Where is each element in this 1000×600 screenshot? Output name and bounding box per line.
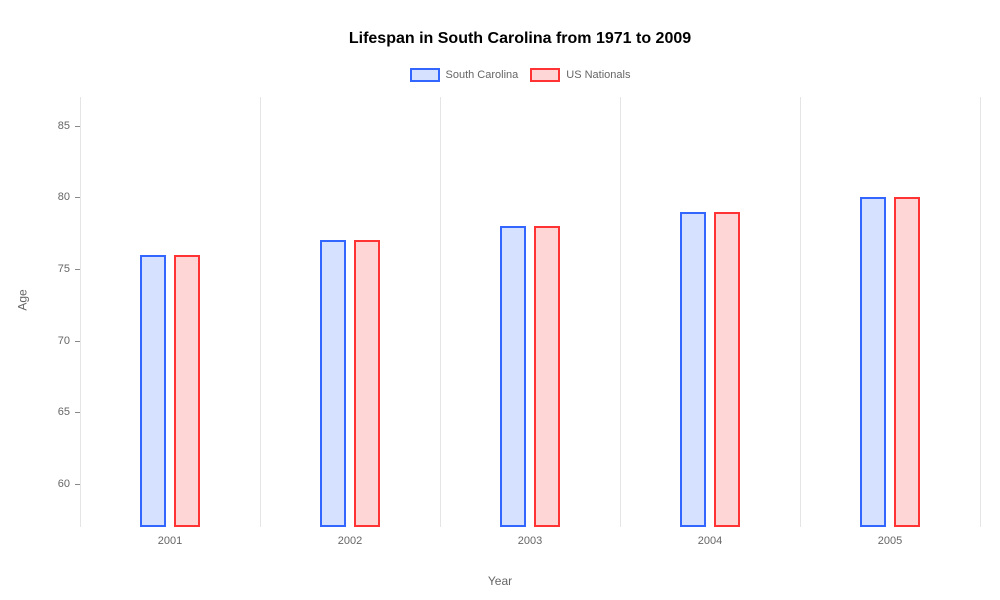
bar[interactable] xyxy=(354,240,380,527)
bar[interactable] xyxy=(320,240,346,527)
bar[interactable] xyxy=(534,226,560,527)
grid-line-vertical xyxy=(260,97,261,527)
y-tick-label: 70 xyxy=(40,335,70,347)
x-tick-label: 2004 xyxy=(698,535,722,547)
y-tick-mark xyxy=(75,197,80,198)
y-tick-label: 65 xyxy=(40,406,70,418)
y-tick-label: 60 xyxy=(40,478,70,490)
bar[interactable] xyxy=(714,212,740,527)
chart-title: Lifespan in South Carolina from 1971 to … xyxy=(60,30,980,48)
bar[interactable] xyxy=(680,212,706,527)
legend-swatch-0 xyxy=(410,68,440,82)
y-tick-mark xyxy=(75,412,80,413)
grid-line-vertical xyxy=(620,97,621,527)
legend-item-0[interactable]: South Carolina xyxy=(410,68,519,82)
bar[interactable] xyxy=(140,255,166,527)
legend-swatch-1 xyxy=(530,68,560,82)
legend: South Carolina US Nationals xyxy=(60,68,980,82)
chart-container: Lifespan in South Carolina from 1971 to … xyxy=(0,0,1000,600)
legend-label-1: US Nationals xyxy=(566,69,630,81)
y-axis-label: Age xyxy=(16,289,30,310)
y-tick-label: 85 xyxy=(40,120,70,132)
x-tick-label: 2002 xyxy=(338,535,362,547)
bar[interactable] xyxy=(860,197,886,527)
bar[interactable] xyxy=(174,255,200,527)
x-tick-label: 2005 xyxy=(878,535,902,547)
grid-line-vertical xyxy=(80,97,81,527)
legend-item-1[interactable]: US Nationals xyxy=(530,68,630,82)
y-tick-mark xyxy=(75,269,80,270)
x-tick-label: 2003 xyxy=(518,535,542,547)
grid-line-vertical xyxy=(980,97,981,527)
bar[interactable] xyxy=(500,226,526,527)
x-tick-label: 2001 xyxy=(158,535,182,547)
grid-line-vertical xyxy=(800,97,801,527)
y-tick-mark xyxy=(75,126,80,127)
y-tick-label: 75 xyxy=(40,263,70,275)
x-axis-label: Year xyxy=(488,574,512,588)
y-tick-mark xyxy=(75,484,80,485)
legend-label-0: South Carolina xyxy=(446,69,519,81)
plot-area: 60657075808520012002200320042005 xyxy=(80,97,980,527)
y-tick-label: 80 xyxy=(40,191,70,203)
bar[interactable] xyxy=(894,197,920,527)
y-tick-mark xyxy=(75,341,80,342)
grid-line-vertical xyxy=(440,97,441,527)
